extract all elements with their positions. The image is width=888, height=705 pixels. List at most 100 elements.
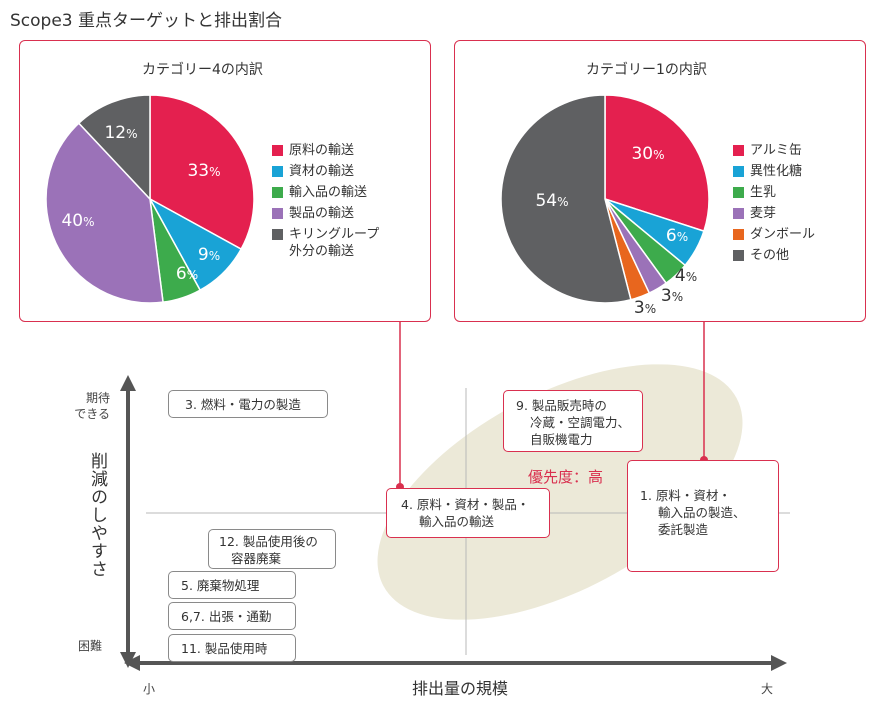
item-9-box: 9. 製品販売時の 冷蔵・空調電力、 自販機電力: [503, 390, 643, 452]
pie-value-unit: %: [209, 165, 220, 179]
legend-label-line: キリングループ: [289, 227, 380, 242]
pie-value-unit: %: [677, 230, 688, 244]
pie-slice: [500, 94, 632, 304]
x-right-label: 大: [761, 682, 774, 696]
legend-item: ダンボール: [733, 226, 815, 243]
y-bottom-label: 困難: [78, 639, 103, 653]
pie-value-label: 4%: [675, 266, 697, 286]
pie-value-number: 12: [104, 123, 126, 143]
legend-item: 原料の輸送: [272, 142, 379, 159]
item-11-text: 11. 製品使用時: [181, 641, 268, 656]
pie-value-label: 54%: [535, 191, 568, 211]
pie-value-number: 33: [187, 161, 209, 181]
pie-value-unit: %: [187, 268, 198, 282]
y-top-line: 期待: [85, 391, 110, 405]
pie-value-number: 54: [535, 191, 557, 211]
legend-item: その他: [733, 247, 815, 264]
legend-label: その他: [750, 248, 790, 263]
item-1-line: 輸入品の製造、: [658, 505, 746, 520]
item-12-box: 12. 製品使用後の 容器廃棄: [208, 529, 336, 569]
pie-value-label: 30%: [631, 144, 664, 164]
y-top-line: できる: [74, 407, 110, 421]
legend-item: 輸入品の輸送: [272, 184, 379, 201]
page-title: Scope3 重点ターゲットと排出割合: [10, 11, 283, 31]
item-1-line: 委託製造: [658, 522, 709, 537]
pie-slice: [604, 94, 710, 233]
pie-value-unit: %: [672, 290, 683, 304]
category4-legend: 原料の輸送 資材の輸送 輸入品の輸送 製品の輸送 キリングループ 外分の輸送: [272, 142, 379, 264]
legend-label: ダンボール: [750, 227, 816, 242]
item-5-text: 5. 廃棄物処理: [181, 578, 260, 593]
legend-item: アルミ缶: [733, 142, 815, 159]
pie-slice: [77, 94, 151, 201]
legend-item: 異性化糖: [733, 163, 815, 180]
item-11-box: 11. 製品使用時: [168, 634, 296, 662]
x-left-label: 小: [143, 682, 156, 696]
pie-value-number: 3: [661, 286, 672, 306]
legend-swatch: [733, 187, 744, 198]
y-axis-arrowhead-top: [120, 375, 136, 391]
item-4-box: 4. 原料・資材・製品・ 輸入品の輸送: [386, 488, 550, 538]
legend-label-multiline: キリングループ 外分の輸送: [289, 226, 379, 260]
item-1-box: 1. 原料・資材・ 輸入品の製造、 委託製造: [627, 460, 779, 572]
category4-title: カテゴリー4の内訳: [142, 62, 263, 78]
pie-value-unit: %: [645, 302, 656, 316]
item-67-box: 6,7. 出張・通勤: [168, 602, 296, 630]
legend-swatch: [733, 208, 744, 219]
item-9-line: 冷蔵・空調電力、: [530, 415, 631, 430]
category1-legend: アルミ缶 異性化糖 生乳 麦芽 ダンボール その他: [733, 142, 815, 268]
pie-value-number: 9: [198, 245, 209, 265]
legend-item: 麦芽: [733, 205, 815, 222]
pie-value-label: 3%: [661, 286, 683, 306]
legend-label: 輸入品の輸送: [289, 185, 368, 200]
item-12-line: 12. 製品使用後の: [219, 534, 318, 549]
category1-pie: 30%6%4%3%3%54%: [500, 94, 710, 318]
pie-slice: [45, 122, 164, 304]
category4-pie: 33%9%6%40%12%: [45, 94, 255, 304]
x-axis-arrowhead-left: [124, 655, 140, 671]
y-top-label: 期待 できる: [70, 390, 110, 422]
item-9-line: 自販機電力: [530, 432, 593, 447]
item-12-line: 容器廃棄: [231, 551, 282, 566]
legend-swatch: [733, 250, 744, 261]
x-axis-arrowhead-right: [771, 655, 787, 671]
legend-label: アルミ缶: [750, 143, 802, 158]
pie-value-number: 6: [666, 226, 677, 246]
pie-value-number: 3: [634, 298, 645, 318]
item-4-line: 輸入品の輸送: [419, 514, 495, 529]
pie-value-unit: %: [126, 127, 137, 141]
category4-panel: カテゴリー4の内訳 33% 9% 6% 40% 12% 原料の輸送 資材の輸送 輸入品の…: [19, 40, 431, 322]
pie-value-label: 3%: [634, 298, 656, 318]
legend-swatch: [272, 187, 283, 198]
pie-value-number: 40: [61, 211, 83, 231]
legend-swatch: [272, 208, 283, 219]
legend-item: キリングループ 外分の輸送: [272, 226, 379, 260]
item-4-line: 4. 原料・資材・製品・: [401, 497, 530, 512]
item-3-text: 3. 燃料・電力の製造: [185, 397, 301, 412]
legend-swatch: [733, 166, 744, 177]
pie-value-unit: %: [557, 195, 568, 209]
item-3-box: 3. 燃料・電力の製造: [168, 390, 328, 418]
pie-value-number: 30: [631, 144, 653, 164]
legend-swatch: [272, 145, 283, 156]
legend-swatch: [272, 229, 283, 240]
legend-label-line: 外分の輸送: [289, 244, 355, 259]
category1-panel: カテゴリー1の内訳 30% 6% 4% 3% 3% 54% アルミ缶 異性化糖 生乳 麦芽…: [454, 40, 866, 322]
y-axis-label: 削減のしやすさ: [87, 452, 107, 578]
pie-value-number: 4: [675, 266, 686, 286]
legend-swatch: [733, 145, 744, 156]
legend-swatch: [272, 166, 283, 177]
legend-item: 製品の輸送: [272, 205, 379, 222]
legend-label: 製品の輸送: [289, 206, 355, 221]
pie-value-number: 6: [176, 264, 187, 284]
item-9-line: 9. 製品販売時の: [516, 398, 607, 413]
item-67-text: 6,7. 出張・通勤: [181, 609, 272, 624]
x-axis-label: 排出量の規模: [412, 679, 509, 698]
pie-value-label: 6%: [666, 226, 688, 246]
item-5-box: 5. 廃棄物処理: [168, 571, 296, 599]
legend-label: 原料の輸送: [289, 143, 355, 158]
pie-value-label: 33%: [187, 161, 220, 181]
pie-value-unit: %: [653, 148, 664, 162]
pie-value-unit: %: [209, 249, 220, 263]
